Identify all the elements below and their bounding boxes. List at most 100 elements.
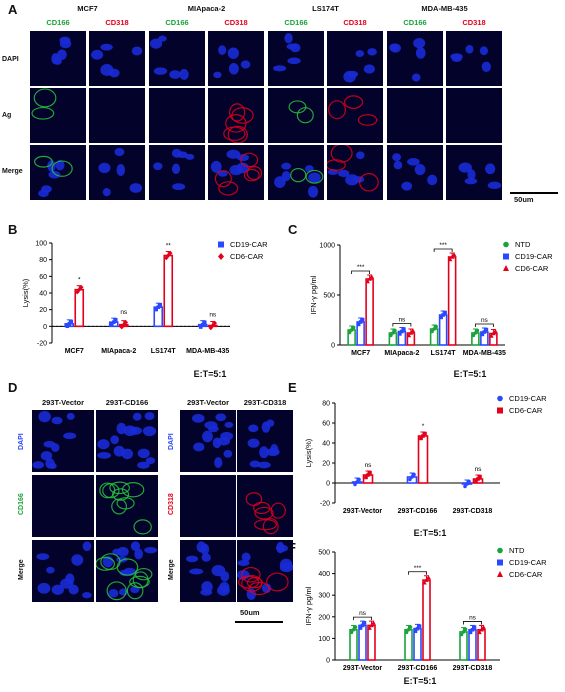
- data-point: [476, 477, 480, 481]
- nucleus: [113, 445, 125, 457]
- membrane-stain: [327, 159, 346, 171]
- category-label: MDA-MB-435: [186, 348, 229, 355]
- significance-label: ***: [439, 242, 447, 249]
- data-point: [351, 325, 356, 330]
- nucleus: [367, 48, 377, 56]
- data-point: [404, 630, 409, 635]
- significance-label: ns: [469, 614, 477, 621]
- nucleus: [413, 38, 426, 49]
- nucleus: [287, 57, 301, 65]
- nucleus: [281, 162, 292, 170]
- category-label: LS174T: [431, 350, 457, 357]
- data-point: [408, 477, 412, 482]
- y-tick-label: 60: [322, 421, 330, 428]
- data-point: [67, 322, 72, 326]
- legend-marker: [497, 547, 503, 554]
- nucleus: [116, 163, 126, 176]
- nucleus: [100, 64, 114, 76]
- data-point: [349, 328, 354, 332]
- marker-header-cd166: CD166: [284, 18, 308, 27]
- y-tick-label: 200: [318, 614, 330, 621]
- nucleus: [411, 73, 421, 82]
- data-point: [417, 624, 422, 628]
- d-col-header: 293T-Vector: [41, 398, 85, 407]
- data-point: [451, 252, 457, 257]
- scale-bar-label-a: 50um: [514, 195, 534, 204]
- nucleus: [220, 431, 234, 441]
- nucleus: [145, 457, 156, 465]
- microscopy-image: [89, 145, 145, 200]
- microscopy-image: [268, 88, 324, 143]
- nucleus: [108, 589, 119, 598]
- nucleus: [308, 172, 321, 183]
- membrane-stain: [241, 566, 261, 583]
- membrane-stain: [96, 556, 116, 571]
- legend-label: CD19-CAR: [509, 558, 547, 567]
- legend-label: CD6-CAR: [515, 264, 549, 273]
- y-tick-label: 40: [39, 291, 47, 298]
- significance-bracket: [408, 571, 427, 575]
- data-point: [202, 320, 207, 325]
- category-label: MDA-MB-435: [463, 350, 506, 357]
- nucleus: [41, 185, 52, 193]
- membrane-stain: [33, 88, 57, 108]
- nucleus: [464, 177, 478, 185]
- data-point: [406, 627, 411, 632]
- membrane-stain: [109, 481, 130, 495]
- membrane-stain: [31, 106, 55, 120]
- membrane-stain: [243, 168, 260, 182]
- nucleus: [110, 435, 119, 445]
- data-point: [389, 333, 393, 338]
- microscopy-image: [30, 88, 86, 143]
- data-point: [422, 580, 427, 585]
- nucleus: [130, 586, 140, 594]
- membrane-stain: [245, 492, 263, 507]
- membrane-stain: [126, 582, 144, 600]
- nucleus: [427, 174, 438, 186]
- microscopy-image: [32, 410, 94, 472]
- chart-e: -20 0 20 40 60 80 Lysis(%) ns 293T-Vector * 293T-C…: [304, 394, 547, 515]
- scale-bar-d: [235, 621, 283, 623]
- y-tick-label: -20: [37, 341, 47, 348]
- y-tick-label: -20: [320, 501, 330, 508]
- data-point: [362, 621, 367, 625]
- nucleus: [390, 43, 401, 53]
- legend-marker: [497, 571, 503, 577]
- nucleus: [130, 541, 141, 552]
- scale-bar-a: [510, 192, 558, 194]
- microscopy-image: [208, 31, 264, 86]
- membrane-stain: [343, 95, 364, 109]
- nucleus: [261, 421, 271, 433]
- membrane-stain: [100, 553, 121, 571]
- legend-marker: [503, 253, 509, 260]
- nucleus: [117, 546, 129, 557]
- nucleus: [213, 71, 222, 79]
- data-point: [360, 317, 365, 322]
- nucleus: [259, 446, 269, 459]
- data-point: [463, 627, 468, 632]
- nucleus: [247, 438, 260, 448]
- data-point: [474, 479, 478, 484]
- nucleus: [266, 448, 280, 457]
- nucleus: [229, 164, 243, 176]
- bar: [404, 628, 413, 661]
- panel-label-c: C: [288, 222, 298, 237]
- nucleus: [393, 160, 403, 170]
- category-label: MCF7: [65, 348, 84, 355]
- membrane-stain: [112, 488, 130, 501]
- data-point: [408, 625, 413, 629]
- data-point: [358, 320, 363, 324]
- data-point: [358, 626, 363, 630]
- cellline-header: LS174T: [312, 4, 339, 13]
- y-tick-label: 20: [39, 307, 47, 314]
- nucleus: [43, 440, 56, 448]
- category-label: MCF7: [351, 350, 370, 357]
- data-point: [419, 436, 423, 441]
- nucleus: [46, 566, 55, 574]
- data-point: [480, 332, 485, 337]
- nucleus: [131, 46, 143, 56]
- legend-marker: [218, 241, 224, 248]
- data-point: [123, 319, 129, 325]
- membrane-stain: [241, 575, 263, 592]
- row-label-merge: Merge: [2, 168, 23, 175]
